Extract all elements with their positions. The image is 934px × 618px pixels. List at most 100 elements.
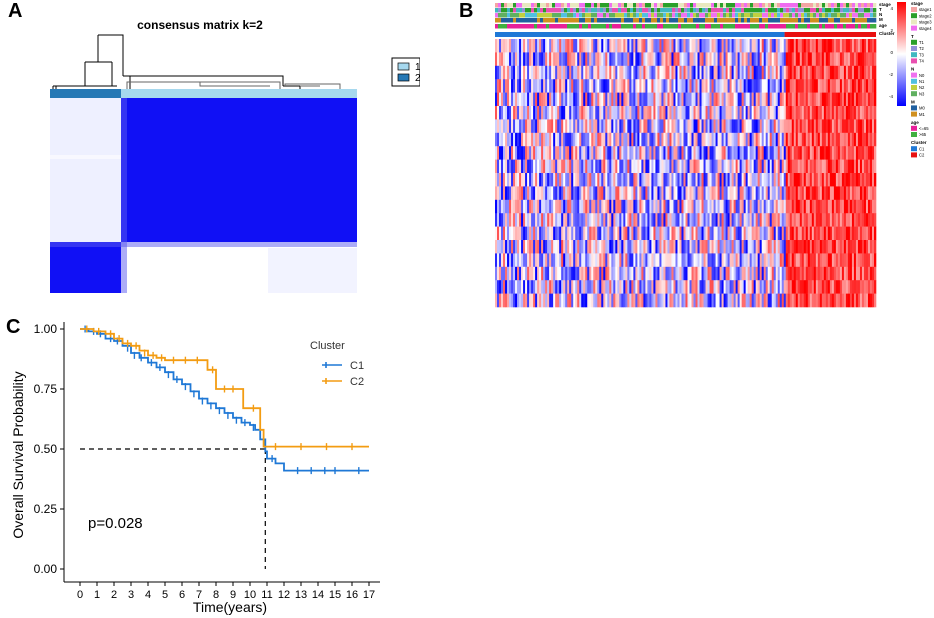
heatmap-cell	[571, 146, 574, 160]
heatmap-cell	[533, 226, 536, 241]
heatmap-cell	[659, 280, 662, 294]
heatmap-cell	[537, 79, 540, 93]
heatmap-cell	[817, 92, 821, 107]
heatmap-cell	[591, 65, 594, 80]
heatmap-cell	[683, 52, 686, 67]
heatmap-cell	[825, 39, 829, 53]
heatmap-cell	[861, 146, 865, 160]
heatmap-cell	[631, 213, 634, 227]
heatmap-cell	[771, 186, 775, 201]
heatmap-cell	[661, 186, 664, 201]
annotation-cell	[564, 18, 568, 23]
heatmap-cell	[547, 213, 550, 227]
heatmap-cell	[847, 39, 851, 53]
heatmap-cell	[729, 159, 732, 174]
heatmap-cell	[497, 226, 500, 241]
heatmap-cell	[757, 293, 760, 308]
heatmap-cell	[555, 146, 558, 160]
heatmap-cell	[839, 106, 843, 120]
heatmap-cell	[639, 132, 642, 147]
heatmap-cell	[865, 280, 869, 294]
heatmap-cell	[675, 39, 678, 53]
heatmap-cell	[841, 253, 845, 268]
heatmap-cell	[571, 186, 574, 201]
annotation-cell	[789, 8, 793, 13]
heatmap-cell	[787, 226, 791, 241]
annotation-cell	[795, 18, 799, 23]
heatmap-cell	[671, 92, 674, 107]
heatmap-cell	[715, 52, 718, 67]
heatmap-cell	[577, 226, 580, 241]
heatmap-cell	[775, 65, 779, 80]
annotation-cell	[558, 24, 562, 29]
annotation-cell	[660, 18, 664, 23]
heatmap-cell	[685, 186, 688, 201]
heatmap-cell	[569, 106, 572, 120]
heatmap-cell	[585, 65, 588, 80]
heatmap-cell	[843, 173, 847, 187]
heatmap-cell	[639, 186, 642, 201]
annotation-cell	[738, 24, 742, 29]
heatmap-cell	[873, 173, 877, 187]
heatmap-cell	[735, 293, 738, 308]
heatmap-cell	[613, 159, 616, 174]
legend-group-title: T	[911, 34, 914, 39]
heatmap-cell	[679, 92, 682, 107]
heatmap-cell	[665, 159, 668, 174]
heatmap-cell	[701, 79, 704, 93]
heatmap-cell	[523, 119, 526, 134]
heatmap-cell	[721, 186, 724, 201]
annotation-cell	[843, 18, 847, 23]
heatmap-cell	[589, 280, 592, 294]
heatmap-cell	[675, 146, 678, 160]
annotation-cell	[735, 24, 739, 29]
annotation-cell	[786, 18, 790, 23]
heatmap-cell	[553, 52, 556, 67]
heatmap-cell	[795, 186, 799, 201]
annotation-cell	[783, 24, 787, 29]
heatmap-cell	[769, 52, 773, 67]
annotation-cell	[714, 13, 718, 18]
heatmap-cell	[673, 173, 676, 187]
heatmap-cell	[833, 146, 837, 160]
annotation-cell	[750, 18, 754, 23]
heatmap-cell	[603, 280, 606, 294]
heatmap-cell	[845, 106, 849, 120]
heatmap-cell	[703, 52, 706, 67]
heatmap-cell	[873, 253, 877, 268]
heatmap-cell	[813, 186, 817, 201]
heatmap-cell	[759, 52, 762, 67]
heatmap-cell	[685, 266, 688, 281]
annotation-cell	[633, 24, 637, 29]
heatmap-cell	[755, 79, 758, 93]
heatmap-cell	[507, 280, 510, 294]
heatmap-cell	[865, 226, 869, 241]
heatmap-cell	[601, 65, 604, 80]
heatmap-cell	[767, 39, 771, 53]
heatmap-cell	[751, 52, 754, 67]
heatmap-cell	[759, 199, 762, 214]
heatmap-cell	[651, 240, 654, 254]
heatmap-cell	[661, 146, 664, 160]
annotation-cell	[744, 3, 748, 8]
heatmap-cell	[683, 293, 686, 308]
heatmap-cell	[759, 159, 762, 174]
heatmap-cell	[511, 119, 514, 134]
heatmap-cell	[507, 39, 510, 53]
heatmap-cell	[679, 226, 682, 241]
annotation-cell	[843, 3, 847, 8]
heatmap-cell	[871, 159, 875, 174]
heatmap-cell	[695, 173, 698, 187]
heatmap-cell	[827, 159, 831, 174]
heatmap-cell	[517, 199, 520, 214]
heatmap-cell	[789, 199, 793, 214]
heatmap-cell	[513, 240, 516, 254]
color-scale-tick: 2	[890, 28, 893, 33]
heatmap-cell	[585, 119, 588, 134]
annotation-cell	[495, 8, 499, 13]
heatmap-cell	[743, 65, 746, 80]
heatmap-cell	[857, 159, 861, 174]
heatmap-cell	[569, 65, 572, 80]
heatmap-cell	[685, 213, 688, 227]
heatmap-cell	[713, 293, 716, 308]
